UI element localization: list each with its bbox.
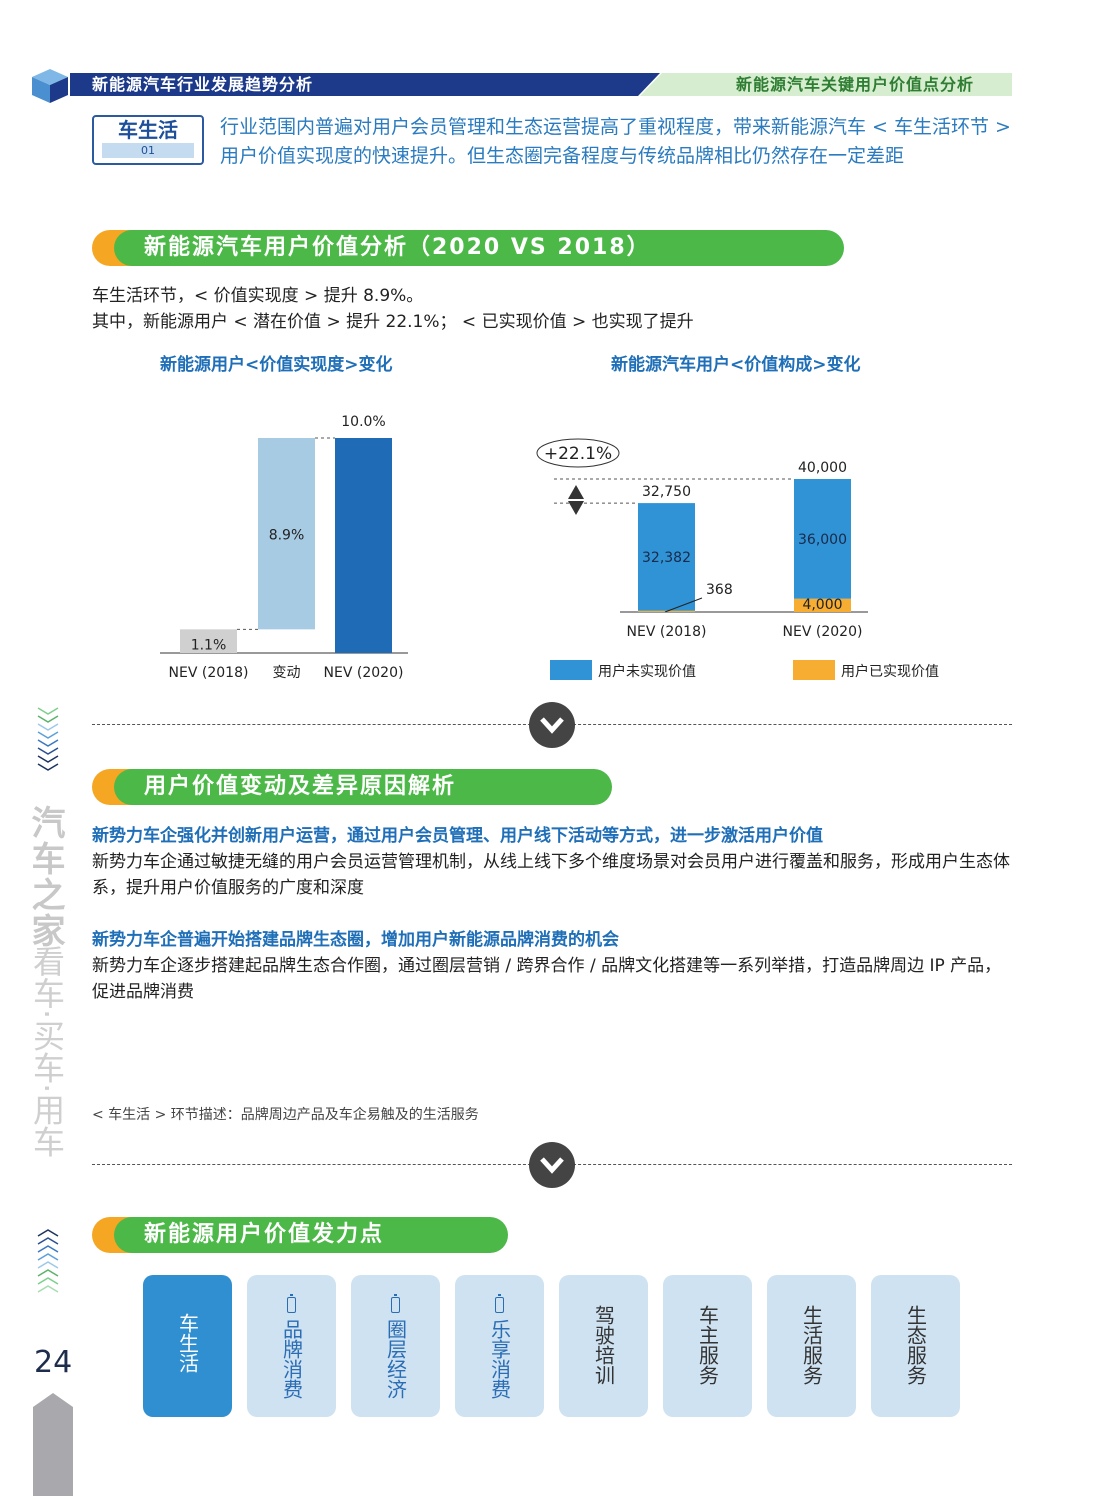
header-subsection-title: 新能源汽车关键用户价值点分析 bbox=[640, 73, 1012, 96]
chapter-tag-title: 车生活 bbox=[118, 118, 178, 142]
data-label: 4,000 bbox=[802, 597, 842, 613]
card-label: 驾驶培训 bbox=[591, 1305, 616, 1385]
card-owner-service[interactable]: 车主服务 bbox=[663, 1275, 752, 1417]
legend-label: 用户已实现价值 bbox=[841, 663, 939, 680]
legend-label: 用户未实现价值 bbox=[598, 663, 696, 680]
card-label: 圈层经济 bbox=[383, 1319, 408, 1399]
footnote: < 车生活 > 环节描述：品牌周边产品及车企易触及的生活服务 bbox=[92, 1107, 479, 1123]
card-circle-economy[interactable]: 圈层经济 bbox=[351, 1275, 440, 1417]
data-label: 36,000 bbox=[798, 532, 847, 548]
card-ecosystem-service[interactable]: 生态服务 bbox=[871, 1275, 960, 1417]
chevron-down-icon bbox=[529, 1142, 575, 1188]
intro-text: 行业范围内普遍对用户会员管理和生态运营提高了重视程度，带来新能源汽车 < 车生活… bbox=[220, 116, 1011, 167]
card-label: 车主服务 bbox=[695, 1305, 720, 1385]
card-car-life[interactable]: 车生活 bbox=[143, 1275, 232, 1417]
data-label: 10.0% bbox=[341, 414, 385, 430]
bar-unrealized bbox=[794, 479, 851, 599]
x-tick-label: NEV (2018) bbox=[627, 624, 707, 640]
chapter-tag-number: 01 bbox=[102, 143, 194, 158]
chart2-title: 新能源汽车用户<价值构成>变化 bbox=[611, 355, 861, 375]
section-title: 新能源汽车用户价值分析（2020 VS 2018） bbox=[114, 230, 844, 266]
card-life-service[interactable]: 生活服务 bbox=[767, 1275, 856, 1417]
reason-heading: 新势力车企强化并创新用户运营，通过用户会员管理、用户线下活动等方式，进一步激活用… bbox=[92, 826, 823, 846]
card-leisure-consumption[interactable]: 乐享消费 bbox=[455, 1275, 544, 1417]
x-tick-label: NEV (2020) bbox=[783, 624, 863, 640]
data-label: 8.9% bbox=[269, 528, 305, 544]
leader-line bbox=[664, 597, 703, 613]
legend-swatch bbox=[793, 660, 835, 680]
data-label: 32,382 bbox=[642, 550, 691, 566]
section-header-3: 新能源用户价值发力点 bbox=[92, 1217, 508, 1253]
section-header-2: 用户价值变动及差异原因解析 bbox=[92, 769, 612, 805]
chevrons-up-icon bbox=[37, 1229, 59, 1293]
card-brand-consumption[interactable]: 品牌消费 bbox=[247, 1275, 336, 1417]
section-title: 用户价值变动及差异原因解析 bbox=[114, 769, 612, 805]
card-driving-training[interactable]: 驾驶培训 bbox=[559, 1275, 648, 1417]
x-tick-label: 变动 bbox=[273, 665, 301, 681]
section-header-1: 新能源汽车用户价值分析（2020 VS 2018） bbox=[92, 230, 844, 266]
reason-list: 新势力车企强化并创新用户运营，通过用户会员管理、用户线下活动等方式，进一步激活用… bbox=[92, 823, 1017, 1005]
reason-heading: 新势力车企普遍开始搭建品牌生态圈，增加用户新能源品牌消费的机会 bbox=[92, 930, 619, 950]
bar bbox=[180, 629, 237, 653]
x-tick-label: NEV (2018) bbox=[169, 665, 249, 681]
page-number: 24 bbox=[34, 1345, 73, 1380]
total-label: 32,750 bbox=[642, 484, 691, 500]
x-tick-label: NEV (2020) bbox=[324, 665, 404, 681]
annotation-ellipse bbox=[536, 438, 620, 468]
card-label: 生态服务 bbox=[903, 1305, 928, 1385]
arrow-down-icon bbox=[568, 501, 584, 515]
chart1-title: 新能源用户<价值实现度>变化 bbox=[160, 355, 393, 375]
bar-realized bbox=[794, 598, 851, 612]
battery-icon bbox=[287, 1294, 296, 1313]
total-label: 40,000 bbox=[798, 460, 847, 476]
section-title: 新能源用户价值发力点 bbox=[114, 1217, 508, 1253]
card-label: 车生活 bbox=[175, 1313, 200, 1373]
brand-slogan: 看车·买车·用车 bbox=[28, 945, 66, 1158]
data-label: 1.1% bbox=[191, 637, 227, 653]
battery-icon bbox=[495, 1294, 504, 1313]
summary-line-2: 其中，新能源用户 < 潜在价值 > 提升 22.1%； < 已实现价值 > 也实… bbox=[92, 312, 694, 332]
chevrons-down-icon bbox=[37, 707, 59, 771]
arrow-up-icon bbox=[568, 485, 584, 499]
brand-watermark: 汽车之家 bbox=[25, 805, 65, 949]
cube-logo-icon bbox=[32, 69, 68, 103]
value-composition-chart: 32,382 32,750 NEV (2018) 36,000 40,000 NEV (2… bbox=[536, 438, 939, 680]
reason-text: 新势力车企逐步搭建起品牌生态合作圈，通过圈层营销 / 跨界合作 / 品牌文化搭建… bbox=[92, 956, 1002, 1002]
page-tab bbox=[33, 1393, 73, 1496]
battery-icon bbox=[391, 1294, 400, 1313]
data-label: 368 bbox=[706, 582, 733, 598]
summary-line-1: 车生活环节，< 价值实现度 > 提升 8.9%。 bbox=[92, 286, 424, 306]
reason-text: 新势力车企通过敏捷无缝的用户会员运营管理机制，从线上线下多个维度场景对会员用户进… bbox=[92, 852, 1010, 898]
legend-swatch bbox=[550, 660, 592, 680]
card-label: 乐享消费 bbox=[487, 1319, 512, 1399]
bar-unrealized bbox=[638, 503, 695, 611]
chapter-tag: 车生活 01 bbox=[92, 115, 204, 165]
bar bbox=[335, 438, 392, 653]
header-section-title: 新能源汽车行业发展趋势分析 bbox=[70, 73, 660, 96]
card-label: 品牌消费 bbox=[279, 1319, 304, 1399]
bar bbox=[258, 438, 315, 630]
value-realization-chart: 1.1% NEV (2018) 8.9% 变动 10.0% NEV (2020) bbox=[160, 414, 408, 681]
chevron-down-icon bbox=[529, 702, 575, 748]
annotation: +22.1% bbox=[544, 444, 612, 464]
card-label: 生活服务 bbox=[799, 1305, 824, 1385]
